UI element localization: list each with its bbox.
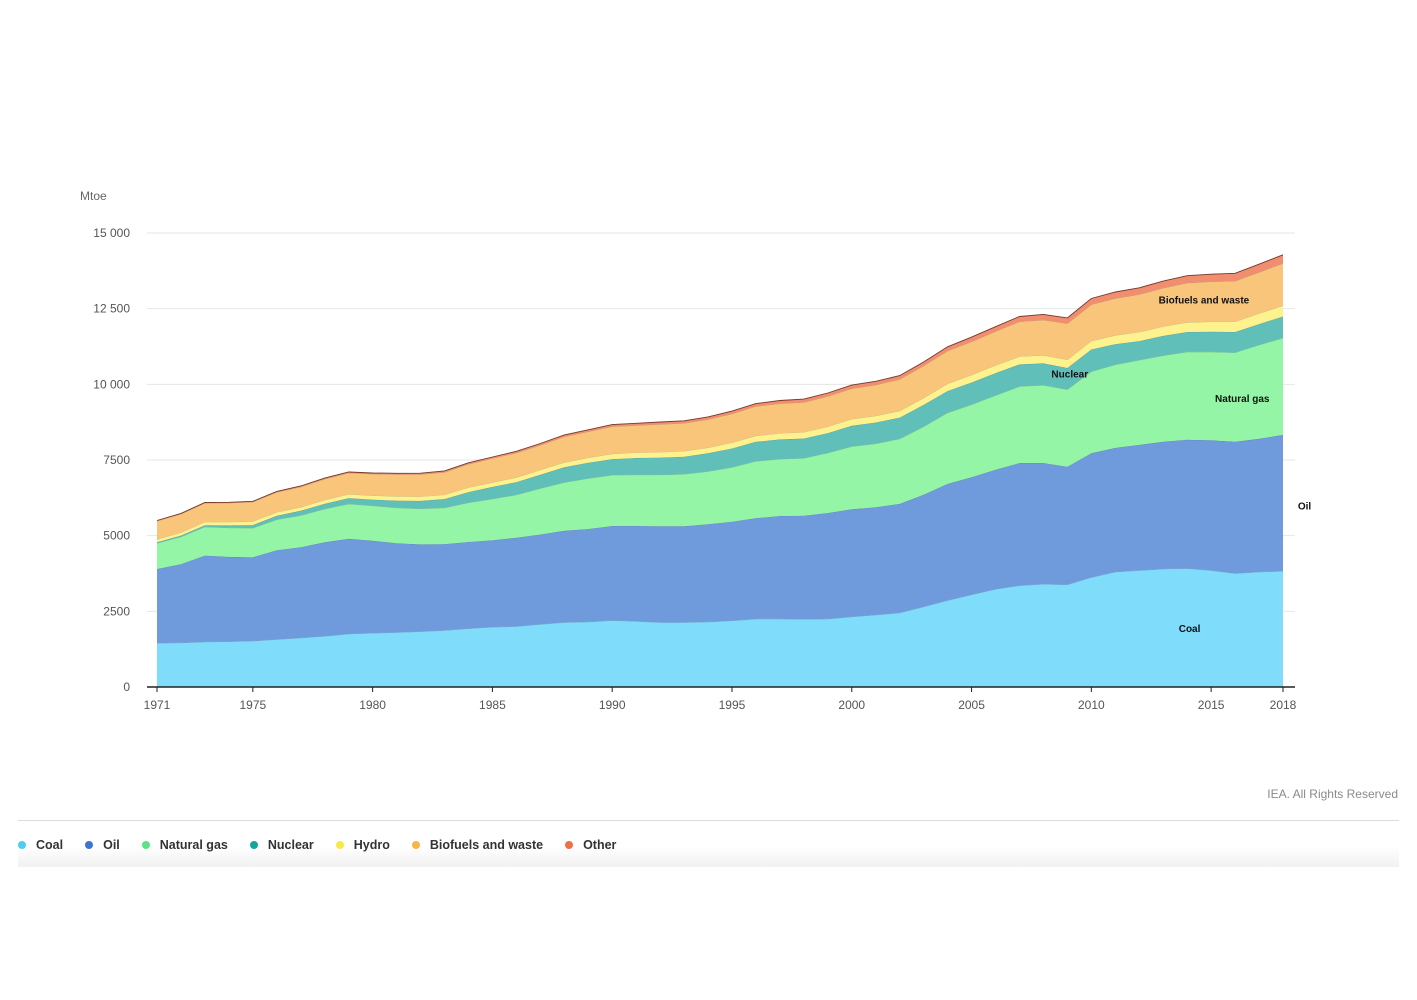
legend-item-oil[interactable]: Oil xyxy=(85,838,120,852)
area-annotation: Coal xyxy=(1179,624,1201,635)
legend-swatch xyxy=(411,841,420,849)
chart-areas xyxy=(156,254,1284,687)
x-tick-label: 2005 xyxy=(958,698,985,712)
area-labels: Biofuels and waste Nuclear Natural gas Oil C… xyxy=(1051,296,1311,635)
y-tick-label: 15 000 xyxy=(93,226,130,240)
legend-label: Nuclear xyxy=(267,838,314,852)
area-coal[interactable] xyxy=(157,568,1283,687)
legend-item-biofuels-and-waste[interactable]: Biofuels and waste xyxy=(411,838,544,852)
area-biofuels-and-waste[interactable] xyxy=(157,263,1283,540)
y-tick-label: 0 xyxy=(123,680,130,694)
area-annotation: Nuclear xyxy=(1051,370,1088,381)
area-hydro[interactable] xyxy=(157,305,1283,543)
area-annotation: Oil xyxy=(1298,501,1312,512)
legend: Coal Oil Natural gas Nuclear Hydro Biofuels a… xyxy=(18,838,638,852)
x-tick-label: 2018 xyxy=(1270,698,1297,712)
chart-axes: 1971 1975 1980 1985 1990 1995 2000 2005 2010 2015… xyxy=(144,686,1297,712)
y-tick-label: 10 000 xyxy=(93,377,130,391)
legend-item-natural-gas[interactable]: Natural gas xyxy=(141,838,228,852)
legend-item-nuclear[interactable]: Nuclear xyxy=(249,838,314,852)
area-annotation: Natural gas xyxy=(1215,394,1270,405)
legend-swatch xyxy=(85,841,94,849)
y-tick-label: 2500 xyxy=(103,604,130,618)
legend-label: Oil xyxy=(103,838,120,852)
legend-label: Other xyxy=(583,838,617,852)
x-tick-label: 1975 xyxy=(239,698,266,712)
area-natural-gas[interactable] xyxy=(157,338,1283,569)
total-outline xyxy=(156,254,1284,521)
x-tick-label: 1995 xyxy=(719,698,746,712)
x-tick-label: 1985 xyxy=(479,698,506,712)
legend-label: Hydro xyxy=(353,838,390,852)
x-tick-label: 2010 xyxy=(1078,698,1105,712)
x-tick-label: 1971 xyxy=(144,698,171,712)
stacked-area-chart: 0 2500 5000 7500 10 000 12 500 15 000 1971 1975… xyxy=(93,226,1311,712)
legend-swatch xyxy=(565,841,574,849)
x-tick-label: 2015 xyxy=(1198,698,1225,712)
legend-bar: Coal Oil Natural gas Nuclear Hydro Biofuels a… xyxy=(18,820,1399,867)
area-nuclear[interactable] xyxy=(157,316,1283,544)
x-tick-label: 1990 xyxy=(599,698,626,712)
area-annotation: Biofuels and waste xyxy=(1159,296,1250,307)
legend-item-hydro[interactable]: Hydro xyxy=(335,838,390,852)
y-axis-unit-label: Mtoe xyxy=(80,189,107,203)
area-oil[interactable] xyxy=(157,434,1283,644)
y-tick-label: 5000 xyxy=(103,529,130,543)
legend-swatch xyxy=(335,841,344,849)
y-tick-label: 12 500 xyxy=(93,302,130,316)
legend-swatch xyxy=(249,841,258,849)
x-tick-label: 1980 xyxy=(359,698,386,712)
legend-swatch xyxy=(141,841,150,849)
legend-item-other[interactable]: Other xyxy=(565,838,616,852)
x-tick-label: 2000 xyxy=(838,698,865,712)
legend-item-coal[interactable]: Coal xyxy=(18,838,63,852)
legend-swatch xyxy=(18,841,26,849)
copyright-notice: IEA. All Rights Reserved xyxy=(1267,787,1398,801)
legend-label: Natural gas xyxy=(159,838,228,852)
y-tick-label: 7500 xyxy=(103,453,130,467)
legend-label: Coal xyxy=(36,838,64,852)
legend-label: Biofuels and waste xyxy=(429,838,544,852)
